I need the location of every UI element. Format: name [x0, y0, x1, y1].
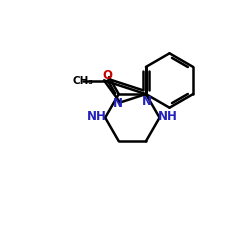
Text: O: O	[103, 70, 113, 82]
Text: N: N	[112, 97, 122, 110]
Text: N: N	[142, 94, 152, 108]
Text: NH: NH	[86, 110, 106, 123]
Text: CH₃: CH₃	[72, 76, 94, 86]
Text: NH: NH	[158, 110, 178, 123]
